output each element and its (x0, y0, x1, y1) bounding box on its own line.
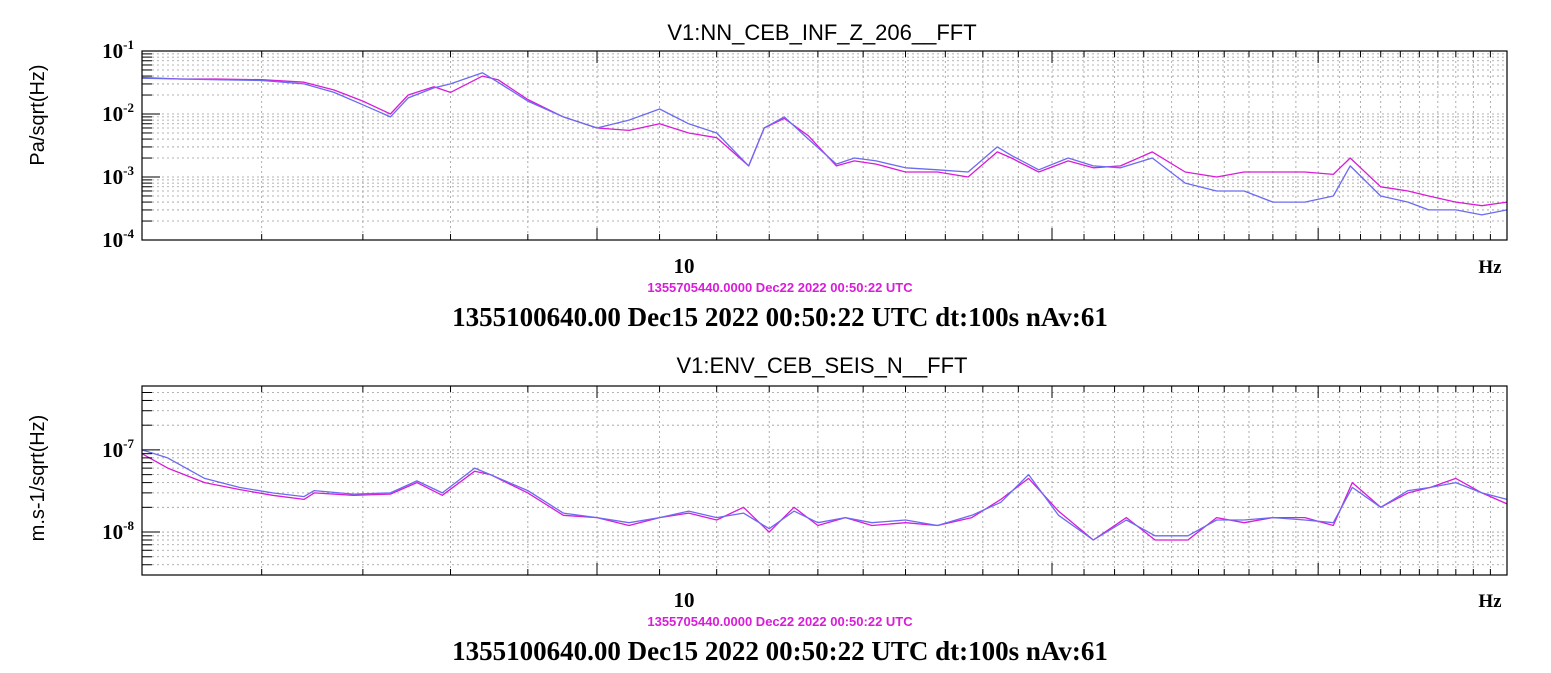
series-line-reference (141, 453, 1508, 541)
reference-time-label: 1355705440.0000 Dec22 2022 00:50:22 UTC (647, 614, 913, 629)
series-layer (141, 449, 1508, 541)
y-tick-label: 10-4 (102, 226, 134, 252)
y-tick-exponent: -8 (123, 518, 134, 533)
grid (142, 51, 1507, 240)
x-axis-unit: Hz (1478, 591, 1502, 612)
y-axis-label: m.s-1/sqrt(Hz) (27, 415, 49, 542)
panel-title: V1:NN_CEB_INF_Z_206__FFT (667, 20, 976, 45)
y-tick-exponent: -3 (123, 163, 134, 178)
y-tick-base: 10 (102, 102, 123, 126)
y-tick-exponent: -1 (123, 37, 134, 52)
y-tick-label: 10-1 (102, 37, 134, 63)
y-tick-label: 10-8 (102, 518, 134, 544)
grid (142, 386, 1507, 575)
y-tick-base: 10 (102, 520, 123, 544)
bottom-spectrum-panel: V1:ENV_CEB_SEIS_N__FFT m.s-1/sqrt(Hz) 10… (27, 353, 1508, 666)
y-tick-label: 10-3 (102, 163, 134, 189)
measurement-time-label: 1355100640.00 Dec15 2022 00:50:22 UTC dt… (452, 302, 1108, 332)
x-tick-label-10: 10 (674, 588, 695, 612)
series-line-current (141, 449, 1508, 541)
y-axis-label: Pa/sqrt(Hz) (27, 64, 49, 165)
top-spectrum-panel: V1:NN_CEB_INF_Z_206__FFT Pa/sqrt(Hz) 10-… (27, 20, 1508, 332)
axis-ticks (142, 385, 1491, 576)
x-tick-label-10: 10 (674, 254, 695, 278)
y-tick-base: 10 (102, 228, 123, 252)
y-tick-label: 10-7 (102, 436, 134, 462)
measurement-time-label: 1355100640.00 Dec15 2022 00:50:22 UTC dt… (452, 636, 1108, 666)
panel-title: V1:ENV_CEB_SEIS_N__FFT (676, 353, 967, 378)
plot-frame (141, 385, 1508, 576)
series-line-current (141, 72, 1508, 216)
x-axis-unit: Hz (1478, 257, 1502, 278)
y-tick-exponent: -4 (123, 226, 134, 241)
y-tick-label: 10-2 (102, 100, 134, 126)
plot-frame (141, 50, 1508, 241)
y-tick-labels: 10-110-210-310-4 (102, 37, 134, 252)
y-tick-base: 10 (102, 165, 123, 189)
y-tick-base: 10 (102, 438, 123, 462)
series-line-reference (141, 75, 1508, 207)
reference-time-label: 1355705440.0000 Dec22 2022 00:50:22 UTC (647, 280, 913, 295)
y-tick-exponent: -7 (123, 436, 134, 451)
axis-ticks (142, 50, 1491, 241)
y-tick-base: 10 (102, 39, 123, 63)
y-tick-exponent: -2 (123, 100, 134, 115)
y-tick-labels: 10-710-8 (102, 436, 134, 544)
series-layer (141, 72, 1508, 216)
